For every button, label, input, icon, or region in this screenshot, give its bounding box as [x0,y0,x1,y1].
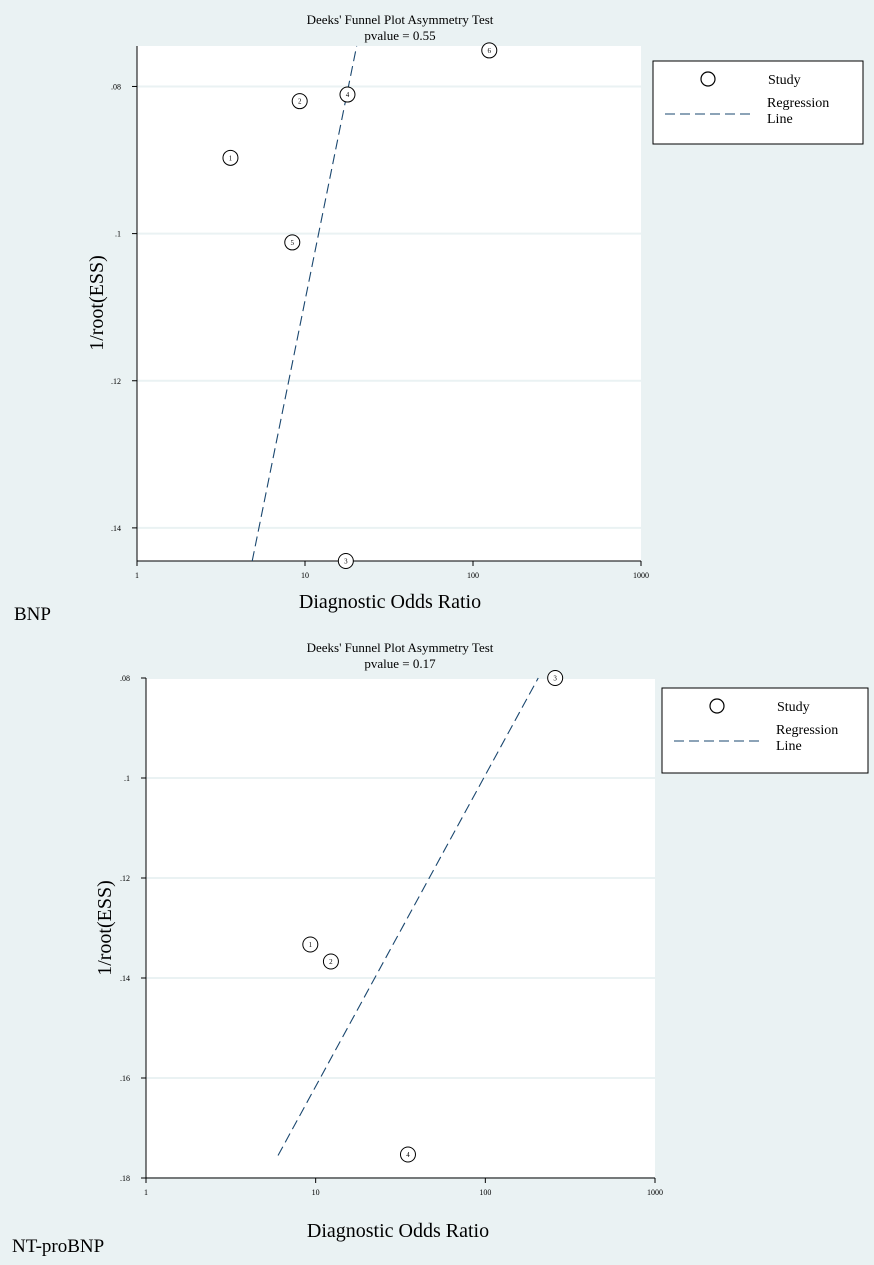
study-point-4 [339,86,356,103]
x-tick-label: 10 [312,1188,320,1197]
chart-subtitle: pvalue = 0.17 [364,656,436,671]
chart-panel-nt-probnp: .08 .1 .12 .14 .16 .18 1 10 100 1000 Deeks' Funnel… [0,632,874,1265]
legend-box [652,60,864,145]
y-tick-label: .16 [120,1074,130,1083]
chart-panel-bnp: .08 .1 .12 .14 1 10 100 1000 Deeks' Funnel Plot … [0,0,874,632]
y-tick-label: .14 [120,974,130,983]
y-tick-label: .1 [124,774,130,783]
study-point-3 [547,670,564,686]
study-point-label: 1 [229,154,233,162]
legend-study-label: Study [777,700,810,715]
x-axis-label: Diagnostic Odds Ratio [307,1220,489,1242]
plot-area [137,46,641,561]
x-tick-label: 10 [301,571,309,580]
y-tick-label: .1 [115,230,121,239]
study-point-4 [399,1146,416,1163]
study-point-label: 2 [298,98,302,106]
study-point-6 [481,42,498,59]
study-point-label: 6 [488,47,492,55]
study-point-5 [284,234,301,251]
x-tick-label: 1 [135,571,139,580]
study-point-label: 1 [309,941,313,949]
legend-regression-label-line2: Line [776,739,802,754]
plot-area [146,678,655,1178]
study-point-label: 4 [406,1151,410,1159]
study-point-label: 3 [344,558,348,566]
chart-subtitle: pvalue = 0.55 [364,28,435,43]
x-tick-label: 1000 [647,1188,663,1197]
study-point-label: 2 [329,958,333,966]
legend-regression-label-line1: Regression [767,96,829,111]
legend-regression-label-line1: Regression [776,723,838,738]
legend-regression-label-line2: Line [767,112,793,127]
y-tick-label: .18 [120,1174,130,1183]
study-point-1 [222,149,239,166]
study-point-2 [322,953,339,970]
nt-probnp-funnel-plot: .08 .1 .12 .14 .16 .18 1 10 100 1000 Deeks' Funnel… [94,640,869,1242]
legend-study-marker [700,71,716,87]
x-tick-label: 100 [479,1188,491,1197]
x-tick-label: 1 [144,1188,148,1197]
x-axis-label: Diagnostic Odds Ratio [299,591,481,613]
study-point-label: 3 [553,675,557,683]
legend-study-label: Study [768,73,801,88]
y-tick-label: .14 [111,524,121,533]
study-point-2 [291,93,308,110]
x-tick-label: 1000 [633,571,649,580]
legend-box [661,687,869,774]
panel-label: BNP [14,604,51,625]
y-axis-label: 1/root(ESS) [94,880,116,976]
regression-line [277,677,539,1156]
study-point-1 [302,936,319,953]
y-tick-label: .08 [111,82,121,91]
study-point-3 [337,553,354,569]
study-point-label: 5 [291,239,295,247]
y-tick-label: .08 [120,674,130,683]
chart-title: Deeks' Funnel Plot Asymmetry Test [307,12,494,27]
study-point-label: 4 [346,91,350,99]
panel-label: NT-proBNP [12,1236,105,1257]
bnp-funnel-plot: .08 .1 .12 .14 1 10 100 1000 Deeks' Funnel Plot … [86,12,864,613]
x-tick-label: 100 [467,571,479,580]
chart-title: Deeks' Funnel Plot Asymmetry Test [307,640,494,655]
y-tick-label: .12 [111,377,121,386]
regression-line [251,45,358,561]
y-axis-label: 1/root(ESS) [86,255,108,351]
y-tick-label: .12 [120,874,130,883]
legend-study-marker [709,698,725,714]
